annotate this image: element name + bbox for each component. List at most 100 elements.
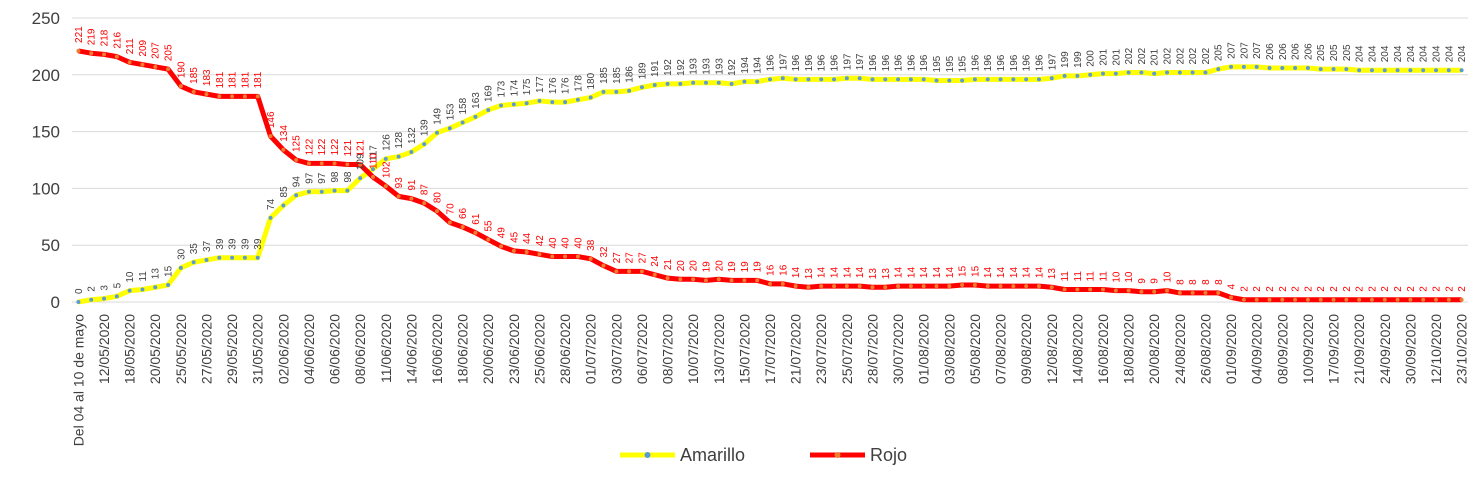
- data-label: 196: [868, 54, 879, 71]
- data-label: 66: [458, 207, 469, 219]
- data-label: 2: [87, 286, 98, 292]
- data-label: 197: [1047, 53, 1058, 70]
- x-tick-label: 31/05/2020: [250, 314, 266, 384]
- data-label: 16: [766, 264, 777, 276]
- data-point: [409, 150, 413, 154]
- data-point: [1460, 68, 1464, 72]
- x-tick-label: 24/09/2020: [1377, 314, 1393, 384]
- data-label: 205: [164, 44, 175, 61]
- data-label: 196: [1009, 54, 1020, 71]
- data-point: [806, 285, 810, 289]
- x-tick-label: 10/07/2020: [685, 314, 701, 384]
- x-tick-label: 06/06/2020: [327, 314, 343, 384]
- data-label: 10: [1124, 271, 1135, 283]
- data-point: [358, 176, 362, 180]
- data-label: 13: [1047, 268, 1058, 280]
- data-point: [269, 134, 273, 138]
- data-point: [742, 80, 746, 84]
- data-point: [153, 285, 157, 289]
- data-point: [550, 100, 554, 104]
- data-label: 209: [138, 39, 149, 56]
- data-point: [909, 284, 913, 288]
- data-point: [1165, 71, 1169, 75]
- data-point: [1447, 68, 1451, 72]
- data-point: [1434, 68, 1438, 72]
- data-label: 97: [317, 172, 328, 184]
- data-label: 2: [1316, 286, 1327, 292]
- data-label: 121: [356, 139, 367, 156]
- data-label: 2: [1419, 286, 1430, 292]
- data-label: 183: [202, 69, 213, 86]
- data-point: [397, 194, 401, 198]
- data-point: [512, 249, 516, 253]
- x-tick-label: 21/09/2020: [1351, 314, 1367, 384]
- data-label: 205: [1342, 44, 1353, 61]
- x-tick-label: 16/08/2020: [1095, 314, 1111, 384]
- x-tick-label: 25/06/2020: [531, 314, 547, 384]
- data-point: [140, 288, 144, 292]
- data-point: [1408, 298, 1412, 302]
- data-label: 194: [740, 56, 751, 73]
- data-point: [269, 216, 273, 220]
- data-point: [1293, 298, 1297, 302]
- data-label: 204: [1419, 45, 1430, 62]
- data-point: [781, 282, 785, 286]
- data-point: [333, 161, 337, 165]
- data-point: [1152, 72, 1156, 76]
- data-point: [742, 278, 746, 282]
- data-label: 9: [1137, 278, 1148, 284]
- data-point: [128, 60, 132, 64]
- data-point: [1267, 66, 1271, 70]
- data-label: 204: [1406, 45, 1417, 62]
- data-point: [973, 283, 977, 287]
- data-point: [602, 264, 606, 268]
- data-point: [1421, 298, 1425, 302]
- data-point: [1332, 67, 1336, 71]
- data-label: 122: [317, 138, 328, 155]
- data-point: [345, 163, 349, 167]
- data-label: 70: [445, 203, 456, 215]
- data-label: 2: [1342, 286, 1353, 292]
- data-point: [76, 300, 80, 304]
- data-label: 27: [625, 252, 636, 264]
- data-label: 202: [1175, 47, 1186, 64]
- data-label: 197: [778, 53, 789, 70]
- data-label: 190: [176, 61, 187, 78]
- x-tick-label: 07/08/2020: [993, 314, 1009, 384]
- data-point: [192, 90, 196, 94]
- data-label: 192: [663, 59, 674, 76]
- data-label: 196: [970, 54, 981, 71]
- data-label: 2: [1431, 286, 1442, 292]
- data-point: [627, 89, 631, 93]
- data-point: [832, 77, 836, 81]
- data-point: [281, 148, 285, 152]
- data-label: 38: [586, 239, 597, 251]
- data-label: 11: [1073, 271, 1084, 282]
- data-label: 206: [1278, 43, 1289, 60]
- x-tick-label: 18/06/2020: [455, 314, 471, 384]
- data-point: [1383, 298, 1387, 302]
- data-point: [896, 77, 900, 81]
- x-tick-label: 30/07/2020: [890, 314, 906, 384]
- x-tick-label: 26/08/2020: [1197, 314, 1213, 384]
- data-label: 10: [125, 271, 136, 283]
- data-label: 205: [1214, 44, 1225, 61]
- data-label: 204: [1431, 45, 1442, 62]
- data-point: [653, 83, 657, 87]
- data-point: [1088, 288, 1092, 292]
- data-point: [1408, 68, 1412, 72]
- data-point: [371, 175, 375, 179]
- x-tick-label: 12/10/2020: [1428, 314, 1444, 384]
- data-point: [102, 297, 106, 301]
- data-point: [307, 190, 311, 194]
- data-label: 196: [983, 54, 994, 71]
- data-label: 2: [1444, 286, 1455, 292]
- data-label: 204: [1355, 45, 1366, 62]
- data-point: [512, 102, 516, 106]
- data-label: 2: [1406, 286, 1417, 292]
- data-point: [1216, 291, 1220, 295]
- data-point: [576, 255, 580, 259]
- data-point: [1050, 76, 1054, 80]
- series-line: [78, 51, 1461, 300]
- data-point: [153, 65, 157, 69]
